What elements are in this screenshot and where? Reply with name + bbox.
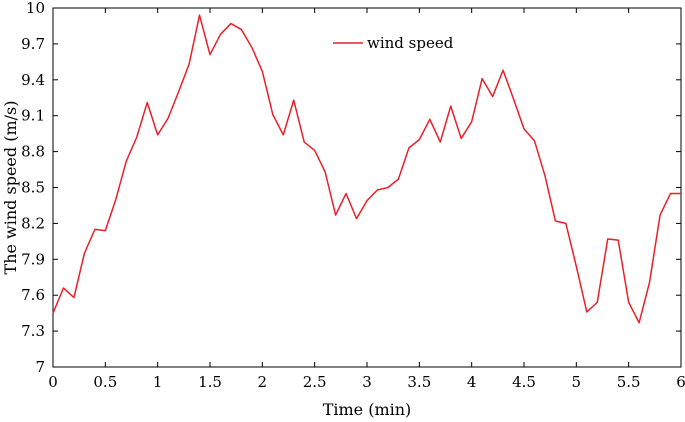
y-tick-label: 9.1 [21,107,45,125]
x-tick-label: 0.5 [93,373,117,391]
y-tick-label: 7.9 [21,250,45,268]
y-tick-label: 7.3 [21,322,45,340]
x-tick-label: 2 [258,373,268,391]
x-axis-ticks: 0 0.5 1 1.5 2 2.5 3 3.5 4 4.5 5 5.5 6 [48,8,685,391]
plot-area [52,7,682,368]
legend: wind speed [333,34,454,52]
legend-label: wind speed [367,34,454,52]
y-tick-label: 9.4 [21,71,45,89]
x-axis-title: Time (min) [323,400,412,419]
series-line-wind-speed [52,14,681,324]
x-tick-label: 0 [48,373,58,391]
y-axis-title: The wind speed (m/s) [1,101,20,275]
plot-frame [52,7,682,368]
y-tick-label: 7.6 [21,286,45,304]
x-tick-label: 4 [467,373,477,391]
y-axis-ticks: 7 7.3 7.6 7.9 8.2 8.5 8.8 9.1 9.4 9.7 10 [21,0,681,376]
x-tick-label: 1.5 [198,373,222,391]
x-tick-label: 1 [153,373,163,391]
x-tick-label: 3.5 [407,373,431,391]
y-tick-label: 10 [26,0,45,17]
y-tick-label: 9.7 [21,35,45,53]
x-tick-label: 4.5 [512,373,536,391]
x-tick-label: 2.5 [303,373,327,391]
x-tick-label: 5 [572,373,582,391]
x-tick-label: 6 [676,373,685,391]
y-tick-label: 7 [35,358,45,376]
series-layer [52,14,681,324]
x-tick-label: 3 [362,373,372,391]
y-tick-label: 8.2 [21,214,45,232]
y-tick-label: 8.8 [21,143,45,161]
x-tick-label: 5.5 [617,373,641,391]
y-tick-label: 8.5 [21,179,45,197]
